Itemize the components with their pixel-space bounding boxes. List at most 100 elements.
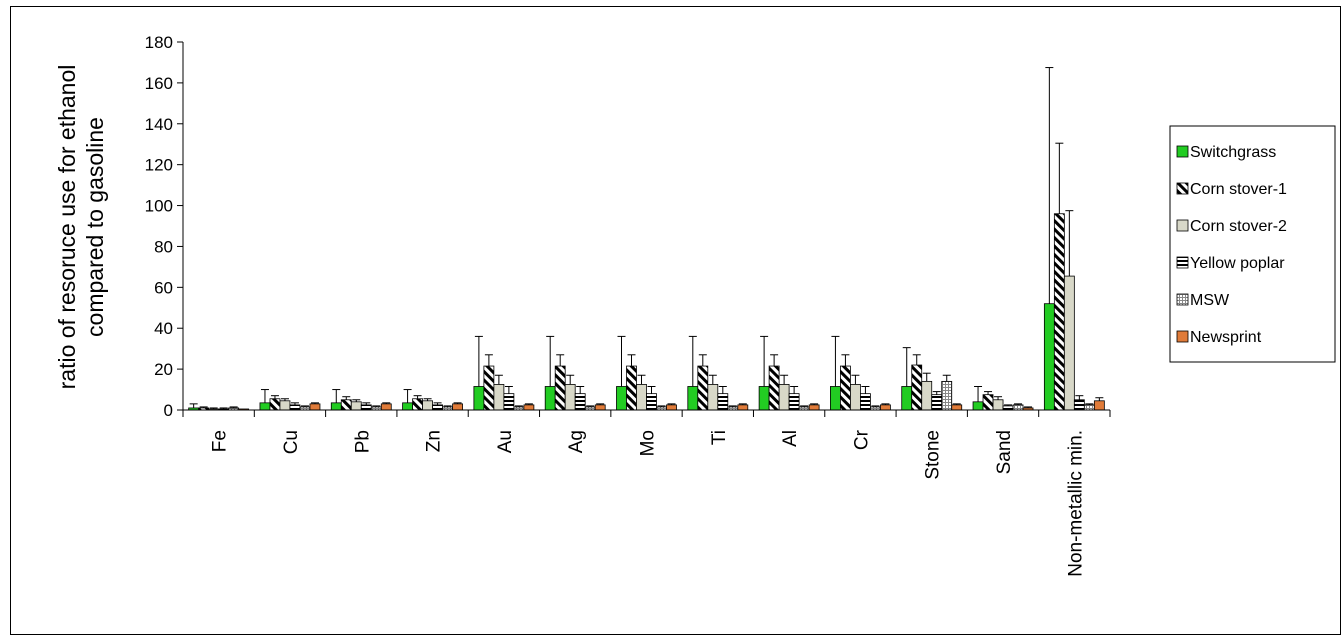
- bar: [432, 404, 443, 411]
- category-label: Sand: [994, 430, 1015, 474]
- bar: [768, 365, 780, 411]
- legend-label: Yellow poplar: [1190, 255, 1285, 272]
- bar: [941, 380, 953, 411]
- bar: [982, 394, 994, 411]
- bar: [380, 403, 392, 411]
- y-tick-label: 160: [145, 74, 173, 93]
- category-label: Zn: [424, 430, 445, 452]
- legend-swatch: [1176, 256, 1189, 269]
- y-tick-label: 20: [154, 360, 173, 379]
- legend-swatch: [1176, 145, 1189, 158]
- bar: [412, 398, 423, 411]
- legend-box: [1169, 125, 1336, 363]
- bar: [473, 386, 485, 411]
- bar: [788, 393, 800, 411]
- category-label: Stone: [923, 430, 944, 480]
- category-label: Non-metallic min.: [1065, 430, 1086, 577]
- error-bars: [189, 67, 1104, 409]
- bar: [360, 404, 372, 411]
- bar: [1083, 404, 1095, 411]
- bar: [901, 386, 913, 411]
- y-tick-label: 0: [164, 401, 173, 420]
- y-tick-label: 60: [154, 278, 173, 297]
- bar: [707, 384, 719, 411]
- bar: [697, 365, 709, 411]
- category-label: Fe: [210, 430, 231, 452]
- bar: [340, 399, 352, 411]
- category-label: Al: [780, 430, 801, 447]
- legend-label: Newsprint: [1190, 329, 1262, 346]
- category-label: Pb: [352, 430, 373, 453]
- bar: [452, 403, 463, 411]
- y-tick-label: 80: [154, 237, 173, 256]
- y-tick-label: 120: [145, 156, 173, 175]
- bar: [309, 403, 321, 411]
- bar: [259, 402, 271, 411]
- y-axis-title-line-2: compared to gasoline: [82, 117, 108, 337]
- bar: [493, 384, 505, 411]
- y-tick-label: 180: [145, 33, 173, 52]
- bar: [758, 386, 770, 411]
- bar: [269, 398, 281, 411]
- bar: [830, 386, 841, 411]
- chart-frame: [10, 6, 1341, 635]
- bar: [931, 394, 943, 411]
- legend: Switchgrass Corn stover-1 Corn stover-2 Yel…: [1169, 125, 1336, 363]
- bar: [616, 386, 627, 411]
- bar: [880, 404, 891, 411]
- legend-label: Corn stover-2: [1190, 218, 1287, 235]
- bar: [554, 365, 566, 411]
- category-label: Mo: [638, 430, 659, 456]
- bar: [666, 404, 677, 411]
- bar: [1093, 400, 1105, 411]
- y-tick-label: 100: [145, 197, 173, 216]
- bar: [1043, 303, 1055, 411]
- bar: [860, 393, 871, 411]
- y-axis-title: ratio of resoruce use for ethanol compar…: [54, 65, 108, 390]
- bar: [992, 399, 1004, 411]
- bar: [1053, 213, 1065, 411]
- bar: [921, 380, 933, 411]
- category-labels: Fe Cu Pb Zn Au Ag Mo Ti Al Cr Stone Sand Non-metalli…: [210, 429, 1087, 576]
- bar: [1002, 405, 1014, 411]
- legend-swatch: [1176, 293, 1189, 306]
- bar: [626, 365, 637, 411]
- bar: [330, 402, 342, 411]
- bar: [737, 404, 749, 411]
- legend-label: Corn stover-1: [1190, 181, 1287, 198]
- bar: [422, 400, 433, 411]
- y-tick-label: 140: [145, 115, 173, 134]
- bar: [1012, 404, 1024, 411]
- x-axis: [182, 409, 1111, 417]
- category-label: Au: [495, 430, 516, 453]
- legend-swatch: [1176, 219, 1189, 232]
- bar: [808, 404, 820, 411]
- category-label: Cr: [851, 429, 872, 450]
- y-axis-title-line-1: ratio of resoruce use for ethanol: [54, 65, 80, 390]
- bar: [350, 401, 362, 411]
- bar: [778, 384, 790, 411]
- bar: [717, 393, 729, 411]
- category-label: Cu: [281, 430, 302, 454]
- bar: [279, 400, 291, 411]
- bar: [972, 401, 984, 411]
- bar: [594, 404, 606, 411]
- bar: [402, 402, 413, 411]
- legend-label: MSW: [1190, 292, 1230, 309]
- bar: [574, 393, 586, 411]
- bar: [646, 393, 657, 411]
- bar: [503, 393, 515, 411]
- bar: [564, 384, 576, 411]
- bar: [483, 365, 495, 411]
- bar: [544, 386, 556, 411]
- bar: [840, 365, 851, 411]
- y-tick-label: 40: [154, 319, 173, 338]
- legend-label: Switchgrass: [1190, 144, 1276, 161]
- bar: [289, 404, 301, 411]
- bar: [636, 384, 647, 411]
- legend-swatch: [1176, 182, 1189, 195]
- bar: [850, 384, 861, 411]
- bar: [523, 404, 535, 411]
- category-label: Ti: [709, 430, 730, 445]
